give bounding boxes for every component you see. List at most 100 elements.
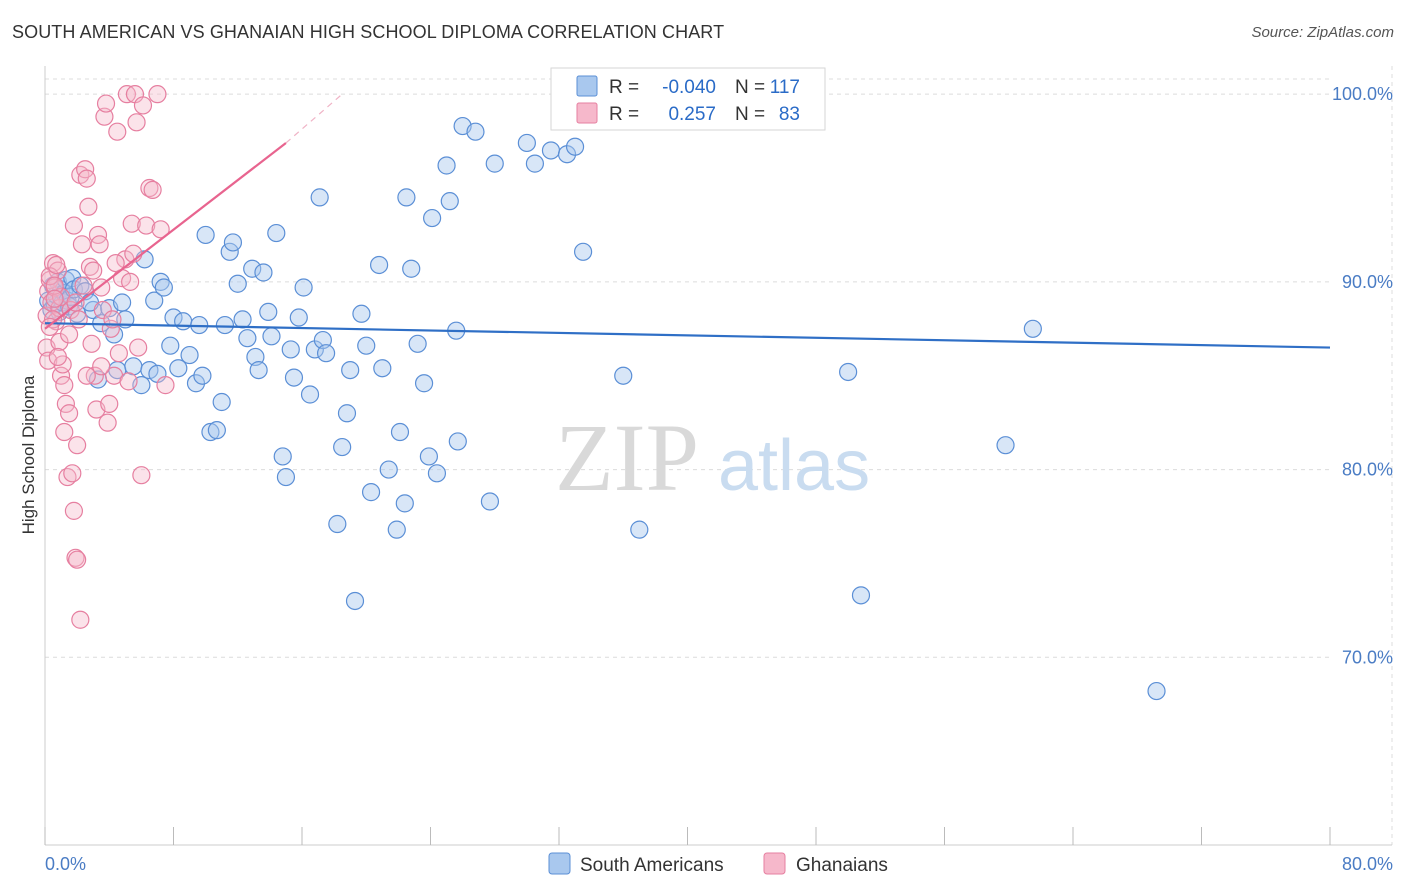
data-point-ghanaian [95, 107, 114, 126]
watermark-zip: ZIP [555, 404, 699, 511]
data-point-south-american [839, 362, 858, 382]
data-point-ghanaian [109, 344, 128, 363]
data-point-south-american [1147, 681, 1166, 701]
series-south-americans [39, 85, 1166, 701]
data-point-south-american [517, 133, 536, 153]
data-point-south-american [480, 492, 500, 511]
data-point-south-american [466, 122, 485, 141]
data-point-south-american [370, 255, 389, 275]
data-point-ghanaian [64, 216, 84, 235]
data-point-south-american [573, 242, 593, 261]
data-point-south-american [630, 520, 649, 539]
data-point-ghanaian [55, 376, 74, 395]
data-point-south-american [124, 357, 143, 376]
legend-swatch-blue [576, 75, 598, 97]
data-point-south-american [154, 278, 173, 297]
data-point-south-american [402, 259, 421, 278]
data-point-ghanaian [68, 436, 87, 455]
data-point-ghanaian [45, 276, 64, 295]
data-point-south-american [161, 336, 180, 355]
data-point-south-american [328, 514, 347, 534]
trend-line-south-americans [44, 322, 1331, 349]
data-point-ghanaian [148, 85, 167, 104]
data-point-ghanaian [39, 351, 58, 370]
data-point-south-american [151, 272, 170, 291]
data-point-south-american [207, 421, 226, 440]
data-point-ghanaian [129, 338, 148, 357]
data-point-south-american [254, 263, 273, 282]
data-point-ghanaian [68, 550, 87, 569]
legend-n-value-2: 83 [779, 104, 800, 125]
data-point-south-american [104, 325, 124, 344]
data-point-ghanaian [121, 272, 140, 291]
legend-r-value-2: 0.257 [668, 104, 716, 125]
y-tick-label: 70.0% [1342, 647, 1393, 667]
data-point-ghanaian [48, 347, 67, 367]
data-point-ghanaian [151, 220, 170, 239]
data-point-south-american [525, 154, 545, 173]
data-point-ghanaian [140, 178, 159, 198]
data-point-south-american [238, 329, 257, 348]
data-point-ghanaian [90, 235, 109, 254]
data-point-south-american [180, 345, 199, 365]
watermark-atlas: atlas [718, 426, 870, 506]
data-point-south-american [437, 156, 456, 175]
data-point-south-american [541, 141, 561, 160]
legend-r-label-1: R = [609, 77, 639, 98]
data-point-ghanaian [133, 96, 153, 115]
data-point-ghanaian [59, 325, 79, 344]
data-point-ghanaian [72, 235, 92, 254]
chart-title: SOUTH AMERICAN VS GHANAIAN HIGH SCHOOL D… [12, 22, 725, 42]
legend-box: R = -0.040 N = 117 R = 0.257 N = 83 [550, 67, 826, 131]
data-point-south-american [440, 192, 459, 211]
x-tick-label: 80.0% [1342, 854, 1393, 874]
y-tick-label: 90.0% [1342, 272, 1393, 292]
data-point-ghanaian [122, 214, 141, 233]
data-point-ghanaian [132, 466, 151, 485]
data-point-ghanaian [77, 366, 96, 385]
bottom-legend-south-americans: South Americans [580, 855, 724, 876]
data-point-south-american [267, 223, 286, 243]
data-point-south-american [276, 467, 296, 487]
data-point-ghanaian [92, 357, 111, 376]
data-point-south-american [300, 385, 320, 404]
legend-n-label-1: N = [735, 77, 765, 98]
legend-swatch-pink [576, 102, 598, 124]
tick-labels: 70.0% 80.0% 90.0% 100.0% 0.0% 80.0% [45, 84, 1393, 874]
data-point-south-american [249, 360, 268, 380]
data-point-south-american [1023, 319, 1042, 338]
data-point-ghanaian [45, 289, 64, 308]
data-point-south-american [427, 464, 447, 483]
trend-lines [44, 93, 1331, 349]
data-point-south-american [174, 312, 193, 331]
data-point-south-american [395, 494, 414, 513]
data-point-ghanaian [69, 310, 88, 329]
data-point-ghanaian [82, 334, 101, 353]
data-point-ghanaian [50, 332, 69, 352]
data-point-ghanaian [96, 94, 116, 113]
data-point-south-american [408, 334, 427, 353]
data-point-south-american [397, 188, 416, 207]
data-point-south-american [387, 520, 406, 539]
bottom-legend: South Americans Ghanaians [548, 852, 888, 876]
bottom-legend-ghanaians: Ghanaians [796, 855, 888, 876]
legend-r-label-2: R = [609, 104, 639, 125]
data-point-south-american [565, 137, 585, 156]
data-point-south-american [352, 304, 371, 323]
series-ghanaians [37, 85, 175, 629]
data-point-ghanaian [137, 216, 156, 235]
data-point-ghanaian [127, 113, 146, 132]
bottom-legend-swatch-pink [763, 852, 786, 875]
data-point-ghanaian [64, 501, 84, 520]
data-point-ghanaian [98, 413, 117, 432]
trend-line-ghanaians [44, 142, 287, 330]
data-point-ghanaian [84, 261, 103, 280]
data-point-south-american [193, 366, 212, 385]
data-point-ghanaian [106, 253, 125, 273]
data-point-ghanaian [40, 267, 59, 286]
data-point-south-american [243, 259, 262, 278]
data-point-south-american [485, 154, 504, 173]
data-point-south-american [284, 368, 304, 387]
data-point-south-american [215, 315, 234, 335]
legend-r-value-1: -0.040 [662, 77, 716, 98]
